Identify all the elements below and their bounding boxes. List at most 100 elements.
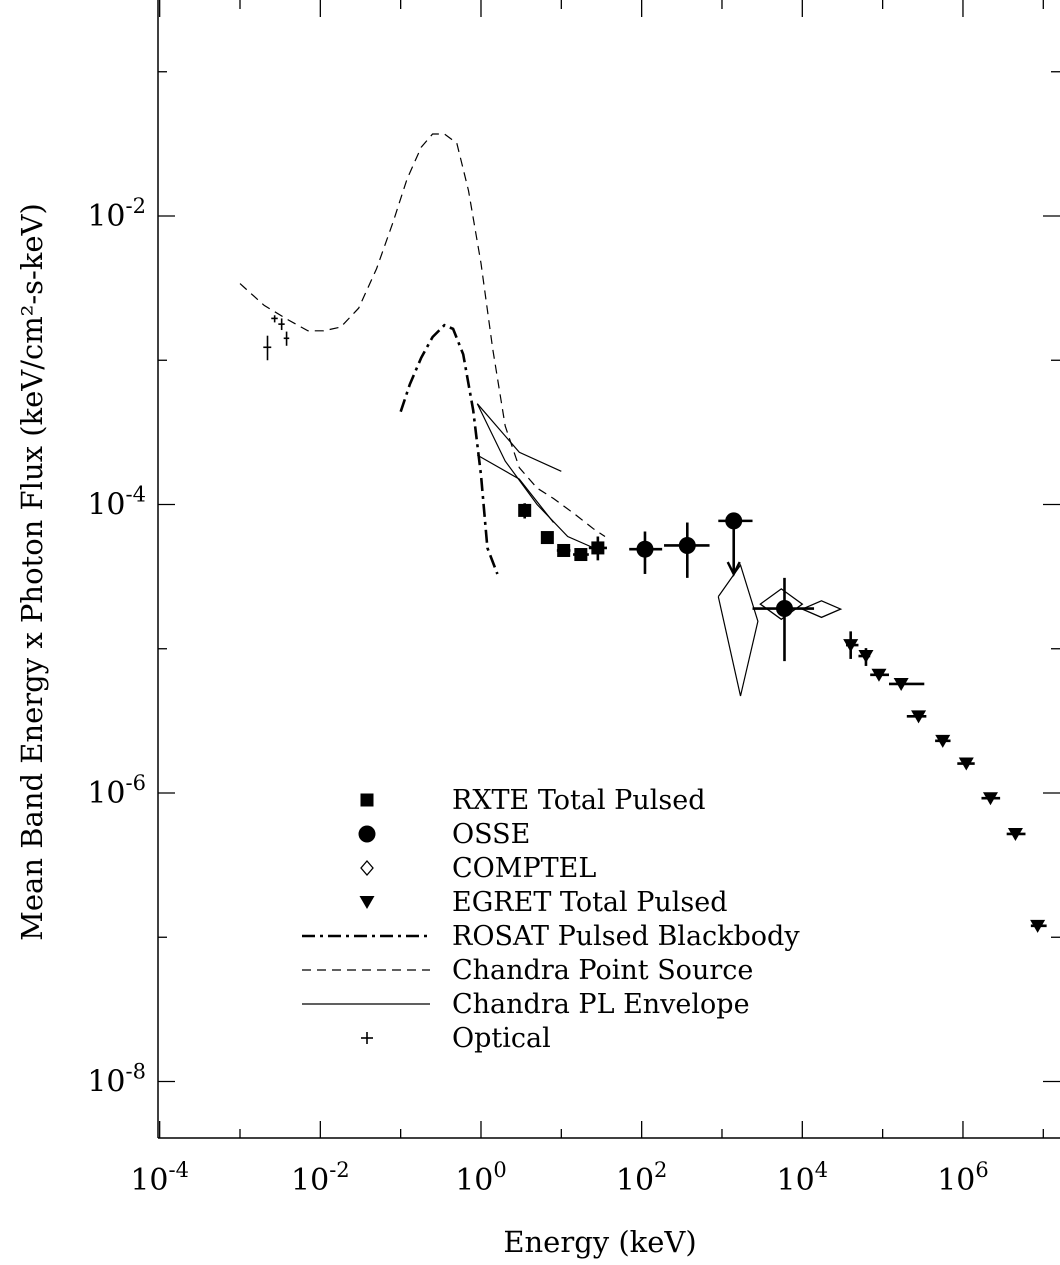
square-marker: [574, 548, 588, 562]
triangle-marker: [911, 710, 927, 724]
data-point: [1030, 919, 1047, 933]
triangle-marker: [982, 792, 998, 806]
data-point: [718, 512, 753, 577]
point-marker: [893, 677, 909, 691]
series-rosat-pulsed-blackbody: [399, 323, 499, 575]
comptel-box: [800, 600, 843, 619]
data-point: [573, 548, 589, 562]
series-line: [476, 403, 562, 472]
series-rxte-total-pulsed: [518, 503, 607, 562]
triangle-marker: [871, 668, 887, 682]
legend-label: Optical: [452, 1023, 551, 1054]
circle-marker: [678, 536, 696, 554]
square-marker: [518, 503, 532, 517]
data-point: [906, 710, 927, 724]
point-marker: [518, 503, 532, 517]
point-marker: [636, 540, 654, 558]
legend-label: Chandra Point Source: [452, 955, 753, 986]
data-point: [556, 543, 571, 557]
square-marker: [360, 793, 374, 807]
axes: 10-4 10-2 100 102 104 106 10-8 10-6 10-4 10-2: [87, 0, 1060, 1198]
data-point: [870, 668, 890, 682]
series-optical: [263, 315, 290, 361]
triangle-marker: [858, 650, 874, 664]
legend-symbol: [361, 1032, 373, 1044]
legend-label: OSSE: [452, 819, 530, 850]
point-marker: [574, 548, 588, 562]
square-marker: [591, 541, 605, 555]
point-marker: [843, 639, 859, 653]
point-marker: [935, 734, 951, 748]
series-line: [239, 133, 606, 537]
circle-marker: [636, 540, 654, 558]
legend-label: Chandra PL Envelope: [452, 989, 750, 1020]
y-tick-label: 10-4: [87, 483, 146, 523]
x-axis-label: Energy (keV): [503, 1225, 696, 1259]
square-marker: [557, 543, 571, 557]
series-line: [399, 323, 499, 575]
y-axis-label: Mean Band Energy x Photon Flux (keV/cm²-…: [15, 203, 49, 941]
triangle-marker: [958, 757, 974, 771]
legend-item: COMPTEL: [360, 853, 596, 884]
legend-label: COMPTEL: [452, 853, 596, 884]
legend-item: Chandra Point Source: [302, 955, 753, 986]
legend-label: RXTE Total Pulsed: [452, 785, 706, 816]
data-point: [588, 536, 607, 561]
y-tick-label: 10-8: [87, 1060, 146, 1100]
series-chandra-point-source: [239, 133, 606, 537]
data-point: [1006, 827, 1026, 841]
point-marker: [982, 792, 998, 806]
data-point: [889, 677, 925, 691]
y-tick-label: 10-6: [87, 771, 146, 811]
data-point: [858, 648, 874, 666]
series-osse: [629, 512, 815, 662]
point-marker: [591, 541, 605, 555]
x-tick-label: 10-4: [130, 1158, 189, 1198]
square-marker: [540, 531, 554, 545]
series-line: [477, 454, 554, 523]
series-line: [476, 403, 600, 552]
triangle-marker: [893, 677, 909, 691]
circle-marker: [775, 600, 793, 618]
series-line: [717, 563, 759, 697]
data-point: [518, 503, 532, 519]
legend-item: Chandra PL Envelope: [302, 989, 750, 1020]
legend-item: OSSE: [358, 819, 530, 850]
series-chandra-pl-envelope: [476, 403, 759, 697]
plot-area: [239, 133, 1047, 933]
legend-symbol: [359, 896, 375, 909]
point-marker: [725, 512, 743, 530]
point-marker: [871, 668, 887, 682]
x-tick-label: 100: [455, 1158, 507, 1198]
point-marker: [858, 650, 874, 664]
x-tick-label: 104: [777, 1158, 829, 1198]
point-marker: [557, 543, 571, 557]
series-egret-total-pulsed: [843, 631, 1047, 933]
legend-item: RXTE Total Pulsed: [360, 785, 706, 816]
x-tick-label: 102: [616, 1158, 668, 1198]
data-point: [981, 792, 1001, 806]
point-marker: [540, 531, 554, 545]
legend-label: ROSAT Pulsed Blackbody: [452, 921, 800, 952]
data-point: [664, 522, 710, 578]
legend-symbol: [358, 825, 376, 843]
legend-symbol: [360, 860, 374, 876]
data-point: [629, 531, 663, 574]
y-tick-label: 10-2: [87, 194, 146, 234]
point-marker: [678, 536, 696, 554]
series-comptel: [759, 588, 843, 621]
triangle-marker: [359, 896, 375, 909]
point-marker: [1030, 919, 1046, 933]
data-point: [935, 734, 951, 748]
data-point: [263, 335, 272, 361]
circle-marker: [725, 512, 743, 530]
circle-marker: [358, 825, 376, 843]
x-tick-label: 10-2: [291, 1158, 350, 1198]
legend-symbol: [360, 793, 374, 807]
diamond-marker: [360, 860, 374, 876]
point-marker: [1007, 827, 1023, 841]
legend-item: Optical: [361, 1023, 551, 1054]
